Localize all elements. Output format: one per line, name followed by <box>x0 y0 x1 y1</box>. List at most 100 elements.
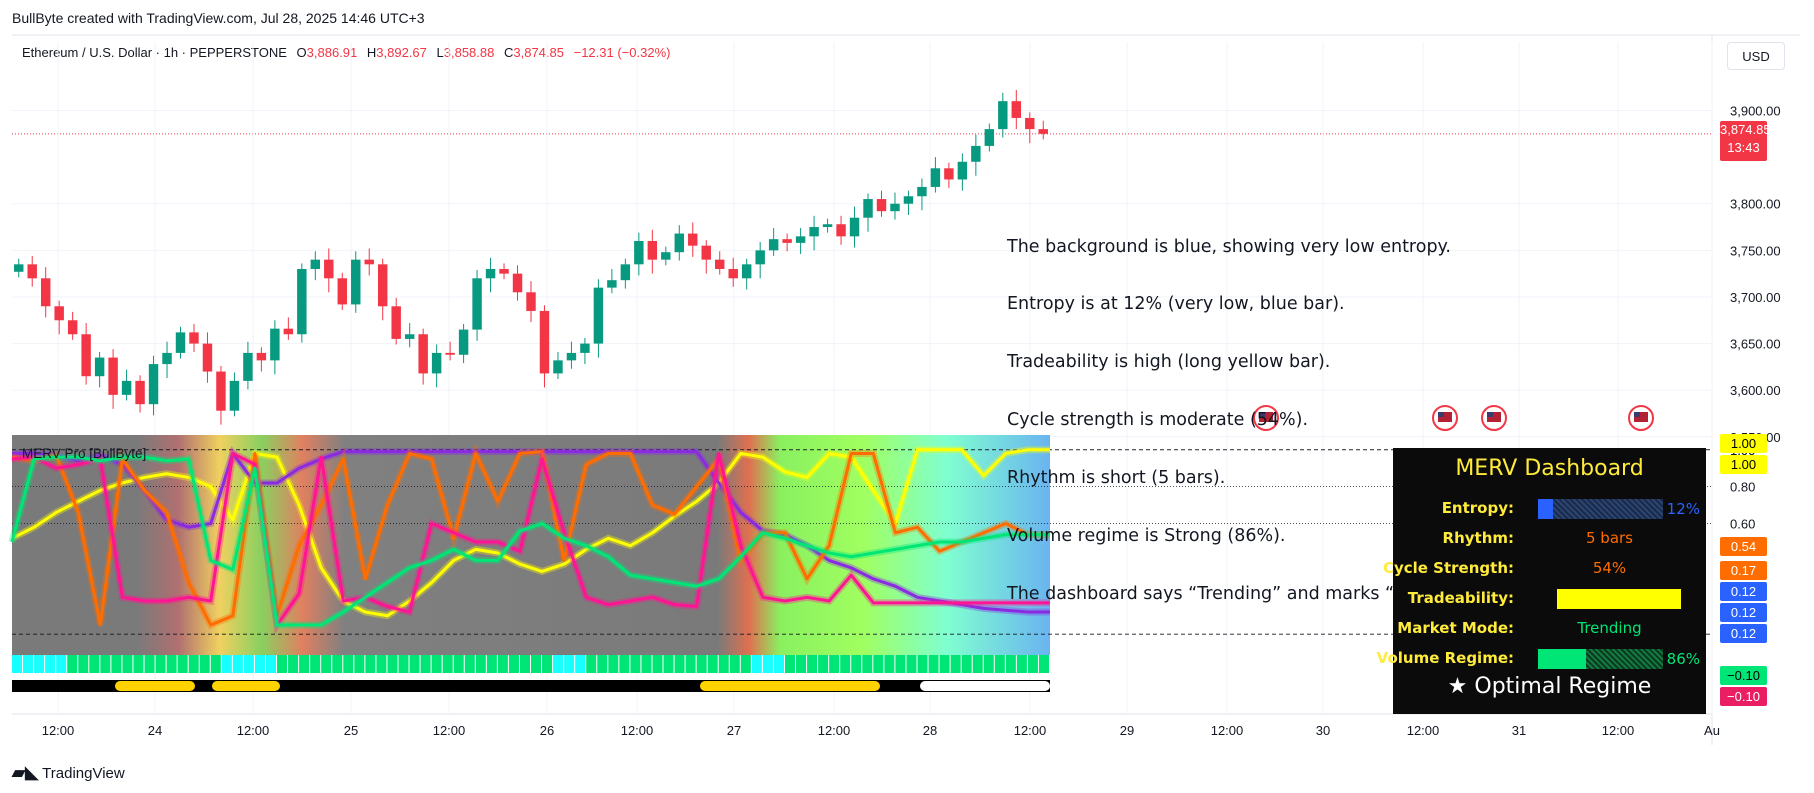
candle-body <box>162 352 172 365</box>
volume-cell <box>442 655 453 673</box>
candle-body <box>944 168 954 180</box>
volume-cell <box>221 655 232 673</box>
volume-cell <box>553 655 564 673</box>
volume-cell <box>652 655 663 673</box>
cycle-row: Cycle Strength: 54% <box>1383 553 1706 583</box>
volume-percent: 86% <box>1666 650 1700 668</box>
volume-cell <box>431 655 442 673</box>
mode-row: Market Mode: Trending <box>1393 613 1706 643</box>
bar-countdown: 13:43 <box>1727 140 1760 155</box>
entropy-percent: 12% <box>1666 500 1700 518</box>
time-tick-label: 12:00 <box>1211 723 1244 738</box>
volume-cell <box>575 655 586 673</box>
volume-cell <box>895 655 906 673</box>
volume-cell <box>619 655 630 673</box>
rhythm-row: Rhythm: 5 bars <box>1393 523 1706 553</box>
time-tick-label: 12:00 <box>433 723 466 738</box>
candle-body <box>297 268 307 335</box>
symbol-info: Ethereum / U.S. Dollar · 1h · PEPPERSTON… <box>22 45 670 60</box>
time-tick-label: 12:00 <box>1602 723 1635 738</box>
volume-cell <box>409 655 420 673</box>
volume-cell <box>939 655 950 673</box>
volume-cell <box>265 655 277 673</box>
volume-cell <box>564 655 575 673</box>
value-tag: 0.12 <box>1720 603 1767 622</box>
price-tick-label: 3,600.00 <box>1730 383 1781 398</box>
chart-attribution: BullByte created with TradingView.com, J… <box>12 10 425 26</box>
volume-cell <box>851 655 862 673</box>
candle-body <box>256 352 267 361</box>
last-price: 3,874.85 <box>1720 122 1771 137</box>
volume-cell <box>387 655 398 673</box>
price-tick-label: 3,900.00 <box>1730 103 1781 118</box>
candle-body <box>836 224 846 237</box>
volume-label: Volume Regime: <box>1376 649 1514 667</box>
high-value: 3,892.67 <box>376 45 427 60</box>
time-tick-label: 12:00 <box>237 723 270 738</box>
annotation-text: The background is blue, showing very low… <box>1007 199 1646 624</box>
candle-body <box>688 233 698 246</box>
candle-body <box>741 264 752 279</box>
volume-cell <box>1038 655 1049 673</box>
volume-cell <box>122 655 133 673</box>
annotation-line: Tradeability is high (long yellow bar). <box>1007 352 1331 373</box>
cycle-value: 54% <box>1592 559 1627 577</box>
volume-cell <box>89 655 100 673</box>
candle-body <box>971 145 981 162</box>
candle-body <box>526 292 536 311</box>
volume-bar <box>1538 649 1586 669</box>
candle-body <box>121 380 132 395</box>
volume-cell <box>762 655 773 673</box>
flag-stripes <box>1438 412 1452 422</box>
symbol-name[interactable]: Ethereum / U.S. Dollar · 1h · PEPPERSTON… <box>22 45 287 60</box>
volume-cell <box>641 655 652 673</box>
event-markers[interactable] <box>1253 405 1654 431</box>
annotation-line: Volume regime is Strong (86%). <box>1007 526 1286 547</box>
volume-cell <box>829 655 840 673</box>
candle-body <box>310 259 321 269</box>
tradingview-logo[interactable]: ▰◣ TradingView <box>12 763 125 782</box>
flag-stripes <box>1259 412 1273 422</box>
candle-body <box>728 268 738 279</box>
tv-logo-icon: ▰◣ <box>12 763 39 782</box>
candle-body <box>94 357 105 377</box>
candle-body <box>890 203 900 212</box>
series-line <box>11 448 1050 618</box>
candle-body <box>701 245 711 260</box>
volume-cell <box>961 655 972 673</box>
candle-body <box>135 380 145 405</box>
tradeability-bar <box>1557 589 1681 609</box>
candle-body <box>755 250 765 265</box>
candle-body <box>1011 101 1022 118</box>
volume-cell <box>343 655 354 673</box>
candle-body <box>14 264 24 272</box>
volume-cell <box>983 655 994 673</box>
volume-cell <box>917 655 928 673</box>
rhythm-segment <box>212 681 280 691</box>
currency-button[interactable]: USD <box>1727 42 1785 70</box>
candle-body <box>283 328 294 335</box>
volume-cell <box>884 655 895 673</box>
candle-body <box>27 264 37 279</box>
candle-body <box>1038 129 1048 134</box>
value-tag: 0.12 <box>1720 624 1767 643</box>
candle-body <box>593 287 604 344</box>
value-tag: 1.00 <box>1720 434 1767 453</box>
volume-cell <box>608 655 619 673</box>
entropy-row: Entropy: 12% <box>1393 493 1706 523</box>
indicator-label[interactable]: MERV Pro [BullByte] <box>22 446 147 461</box>
volume-cell <box>133 655 144 673</box>
rhythm-value: 5 bars <box>1585 529 1633 547</box>
candle-body <box>903 196 914 204</box>
volume-cell <box>773 655 784 673</box>
annotation-line: Rhythm is short (5 bars). <box>1007 468 1226 489</box>
volume-cell <box>994 655 1005 673</box>
time-tick-label: 12:00 <box>621 723 654 738</box>
volume-cell <box>1027 655 1038 673</box>
volume-cell <box>310 655 321 673</box>
candle-body <box>404 334 415 339</box>
us-flag-icon <box>1432 405 1458 431</box>
candle-body <box>620 264 631 281</box>
price-tick-label: 3,750.00 <box>1730 243 1781 258</box>
